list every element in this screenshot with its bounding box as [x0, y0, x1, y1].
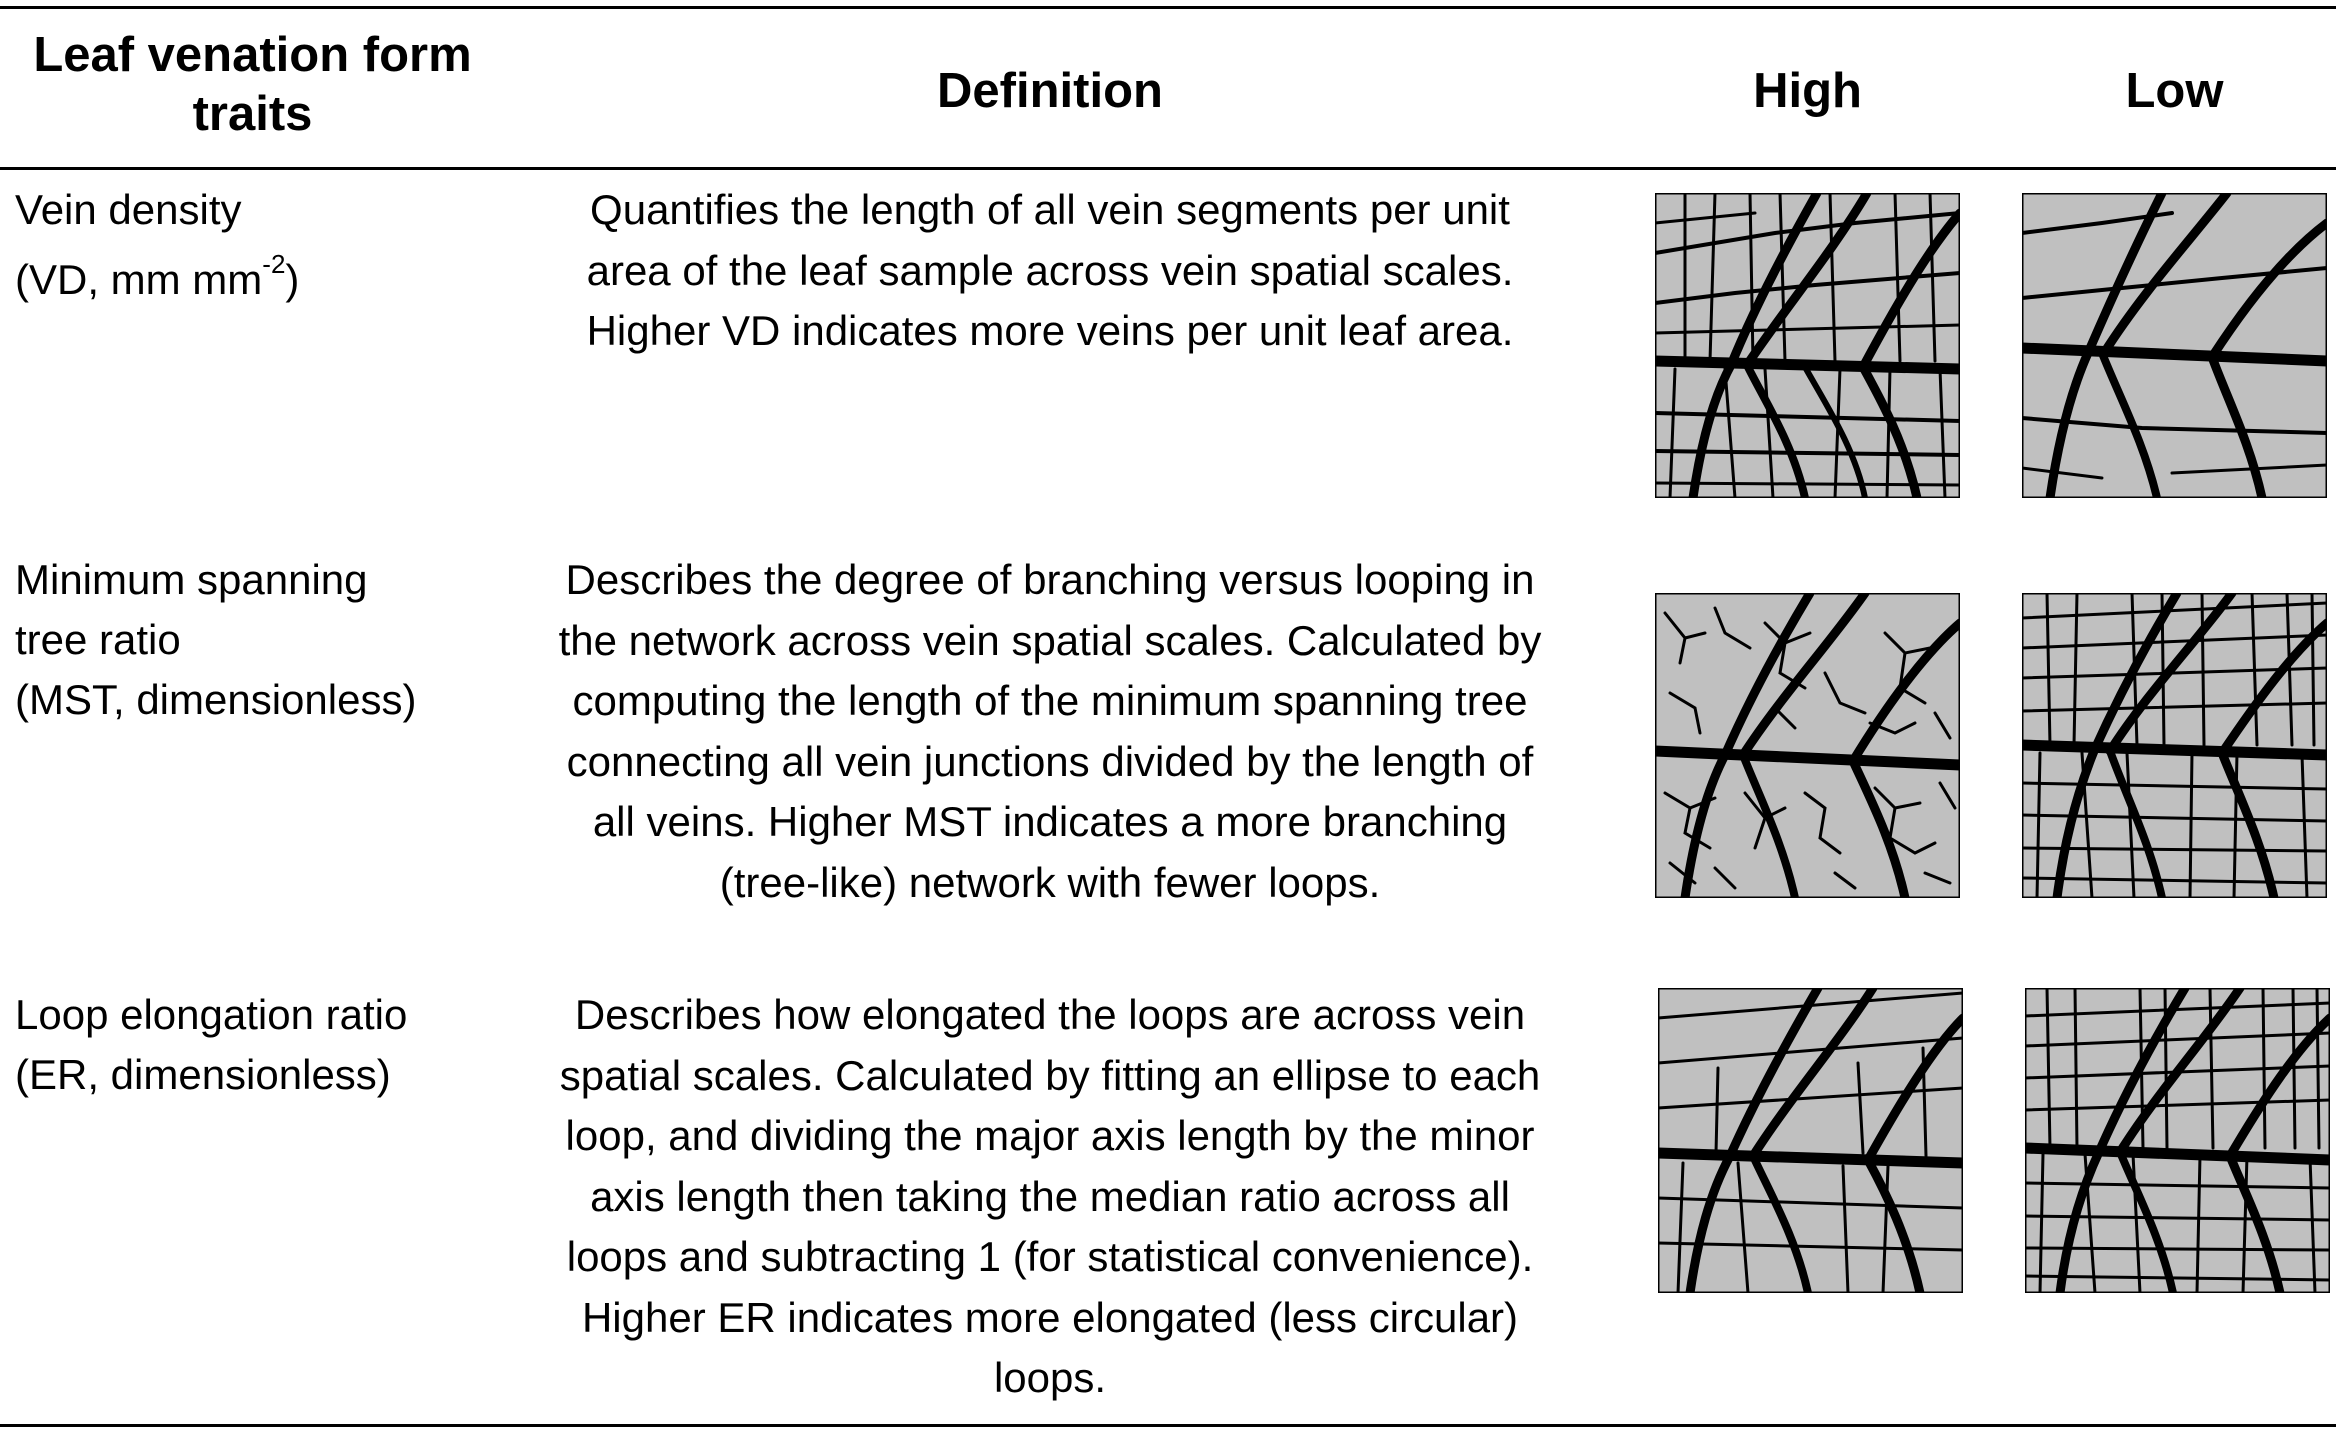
trait-line: (MST, dimensionless) [15, 676, 417, 723]
trait-mst: Minimum spanning tree ratio (MST, dimens… [15, 550, 416, 730]
header-trait: Leaf venation form traits [0, 26, 505, 144]
header-definition: Definition [937, 64, 1163, 118]
trait-line: Loop elongation ratio [15, 991, 408, 1038]
header-low: Low [2125, 64, 2224, 118]
top-rule [0, 6, 2336, 9]
trait-line: tree ratio [15, 616, 181, 663]
definition-line: spatial scales. Calculated by fitting an… [559, 1051, 1541, 1099]
definition-line: connecting all vein junctions divided by… [566, 737, 1534, 785]
trait-unit-exponent: -2 [262, 249, 286, 279]
definition-vein-density: Quantifies the length of all vein segmen… [500, 180, 1600, 362]
definition-line: Quantifies the length of all vein segmen… [590, 186, 1510, 233]
trait-line: Vein density [15, 186, 242, 233]
definition-line: the network across vein spatial scales. … [558, 616, 1542, 664]
elongated-loop-network-icon [1658, 988, 1963, 1293]
definition-line: Higher VD indicates more veins per unit … [586, 307, 1514, 354]
circular-loop-network-icon [2025, 988, 2330, 1293]
trait-vein-density: Vein density (VD, mm mm-2) [15, 180, 299, 310]
definition-line: area of the leaf sample across vein spat… [586, 246, 1514, 294]
definition-line: computing the length of the minimum span… [572, 677, 1528, 724]
sparse-vein-network-icon [2022, 193, 2327, 498]
definition-mst: Describes the degree of branching versus… [500, 550, 1600, 913]
definition-line: (tree-like) network with fewer loops. [719, 858, 1381, 906]
trait-unit: (VD, mm mm [15, 256, 263, 303]
dense-vein-network-icon [1655, 193, 1960, 498]
branching-vein-network-icon [1655, 593, 1960, 898]
definition-line: loops and subtracting 1 (for statistical… [566, 1233, 1534, 1280]
looped-vein-network-icon [2022, 593, 2327, 898]
definition-line: all veins. Higher MST indicates a more b… [592, 798, 1508, 845]
header-rule [0, 167, 2336, 170]
header-high: High [1753, 64, 1862, 118]
definition-line: loops. [993, 1354, 1107, 1401]
header-trait-line1: Leaf venation form [33, 28, 472, 82]
definition-line: Describes how elongated the loops are ac… [574, 991, 1526, 1038]
definition-loop-elongation: Describes how elongated the loops are ac… [500, 985, 1600, 1409]
trait-unit-close: ) [285, 256, 300, 303]
definition-line: Describes the degree of branching versus… [565, 556, 1535, 603]
definition-line: axis length then taking the median ratio… [590, 1172, 1510, 1220]
definition-line: loop, and dividing the major axis length… [565, 1112, 1535, 1159]
trait-line: Minimum spanning [15, 556, 368, 603]
trait-line: (ER, dimensionless) [15, 1051, 391, 1098]
definition-line: Higher ER indicates more elongated (less… [581, 1293, 1519, 1341]
header-trait-line2: traits [192, 87, 313, 141]
trait-line: (VD, mm mm-2) [15, 240, 299, 310]
bottom-rule [0, 1424, 2336, 1427]
trait-loop-elongation: Loop elongation ratio (ER, dimensionless… [15, 985, 407, 1105]
